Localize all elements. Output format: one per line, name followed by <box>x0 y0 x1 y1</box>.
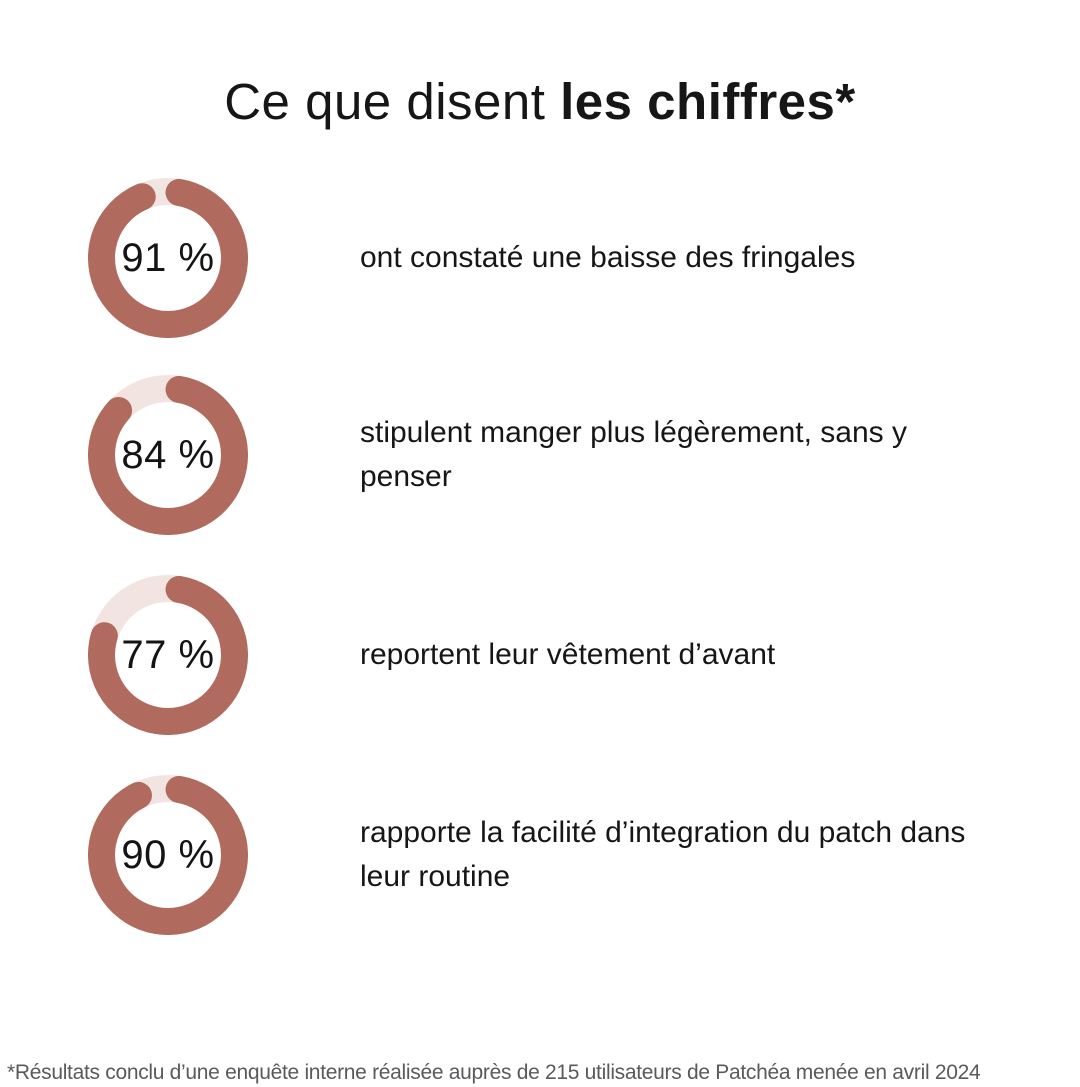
stat-row: 77 % reportent leur vêtement d’avant <box>88 575 1038 735</box>
donut-fill <box>88 375 248 535</box>
stat-caption: reportent leur vêtement d’avant <box>360 633 775 677</box>
title-regular: Ce que disent <box>224 73 561 130</box>
stat-caption: stipulent manger plus légèrement, sans y… <box>360 411 907 499</box>
stat-caption: rapporte la facilité d’integration du pa… <box>360 811 965 899</box>
donut-chart <box>88 375 248 535</box>
page-title: Ce que disent les chiffres* <box>0 72 1080 131</box>
caption-line: ont constaté une baisse des fringales <box>360 241 856 274</box>
stat-caption: ont constaté une baisse des fringales <box>360 236 855 280</box>
donut-fill <box>88 178 248 338</box>
title-bold: les chiffres* <box>560 73 856 130</box>
stat-row: 90 % rapporte la facilité d’integration … <box>88 775 1038 935</box>
donut-fill <box>88 775 248 935</box>
caption-line: reportent leur vêtement d’avant <box>360 638 776 671</box>
caption-line: rapporte la facilité d’integration du pa… <box>360 816 966 849</box>
donut-chart <box>88 775 248 935</box>
donut-fill <box>88 575 248 735</box>
stat-row: 84 % stipulent manger plus légèrement, s… <box>88 375 1038 535</box>
donut-wrap: 90 % <box>88 775 248 935</box>
percent-label: 84 % <box>121 432 215 477</box>
caption-line: penser <box>360 460 452 493</box>
percent-label: 90 % <box>121 832 215 877</box>
caption-line: stipulent manger plus légèrement, sans y <box>360 416 907 449</box>
caption-line: leur routine <box>360 860 511 893</box>
donut-wrap: 91 % <box>88 178 248 338</box>
donut-wrap: 77 % <box>88 575 248 735</box>
percent-label: 91 % <box>121 235 215 280</box>
donut-wrap: 84 % <box>88 375 248 535</box>
donut-chart <box>88 178 248 338</box>
donut-chart <box>88 575 248 735</box>
stat-row: 91 % ont constaté une baisse des fringal… <box>88 178 1038 338</box>
footnote: *Résultats conclu d’une enquête interne … <box>7 1061 981 1084</box>
percent-label: 77 % <box>121 632 215 677</box>
